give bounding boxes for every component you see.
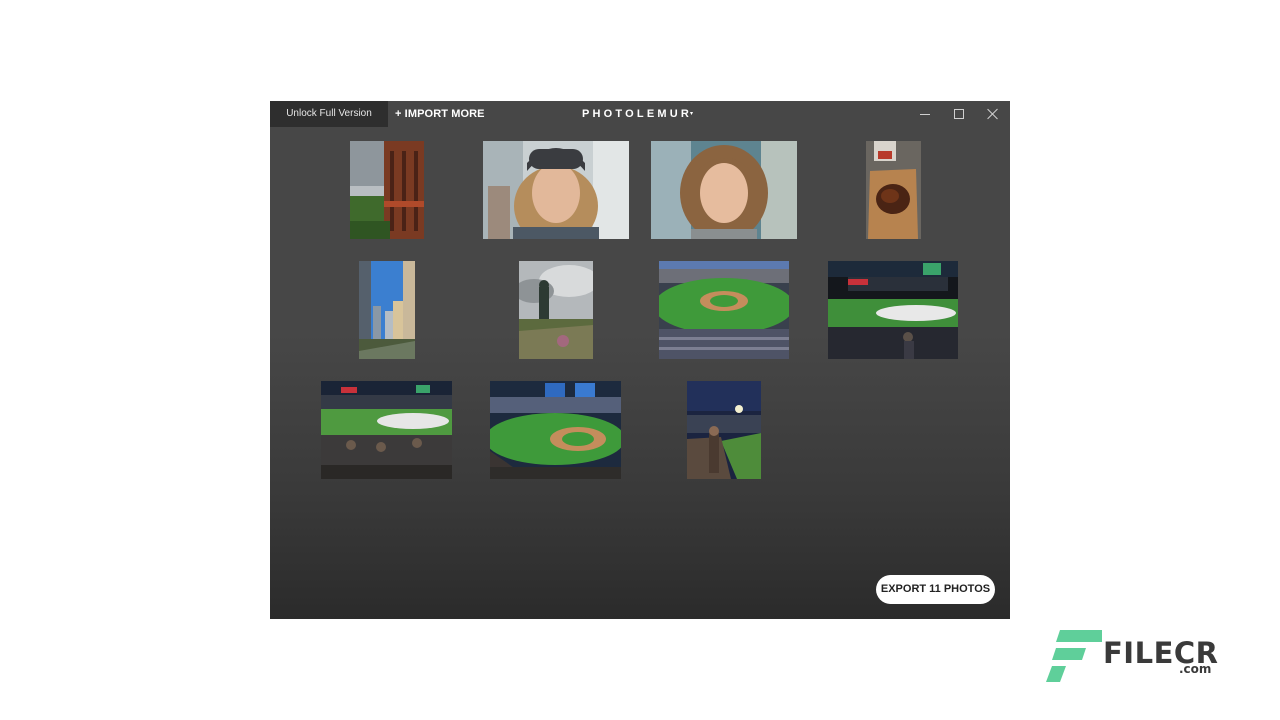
brand-menu[interactable]: PHOTOLEMUR▾ [582,101,693,127]
close-button[interactable] [976,101,1010,127]
unlock-full-version-button[interactable]: Unlock Full Version [270,101,388,127]
minimize-button[interactable] [908,101,942,127]
photo-thumbnail-city-street[interactable] [359,261,415,359]
maximize-icon [954,109,964,119]
title-bar: Unlock Full Version + IMPORT MORE PHOTOL… [270,101,1010,127]
filecr-logo-icon [1046,630,1102,682]
photo-thumbnail-statue[interactable] [519,261,593,359]
brand-title: PHOTOLEMUR [582,108,693,120]
export-photos-button[interactable]: EXPORT 11 PHOTOS [876,575,995,604]
photo-thumbnail-stadium-field[interactable] [490,381,621,479]
app-window: Unlock Full Version + IMPORT MORE PHOTOL… [270,101,1010,619]
photo-thumbnail-stadium-day[interactable] [659,261,789,359]
maximize-button[interactable] [942,101,976,127]
watermark-suffix: .com [1179,662,1212,676]
photo-thumbnail-portrait-longhair[interactable] [651,141,797,239]
photo-thumbnail-portrait-beanie[interactable] [483,141,629,239]
import-more-button[interactable]: + IMPORT MORE [395,108,485,120]
photo-thumbnail-balcony[interactable] [350,141,424,239]
minimize-icon [920,113,930,115]
photo-thumbnail-stadium-covered[interactable] [828,261,958,359]
photo-thumbnail-stadium-night[interactable] [687,381,761,479]
photo-thumbnail-stadium-crowd[interactable] [321,381,452,479]
photo-thumbnail-food[interactable] [866,141,921,239]
close-icon [987,108,999,120]
watermark-name: FILECR [1103,636,1219,670]
filecr-watermark: FILECR .com [1046,628,1226,684]
chevron-down-icon: ▾ [690,111,694,117]
